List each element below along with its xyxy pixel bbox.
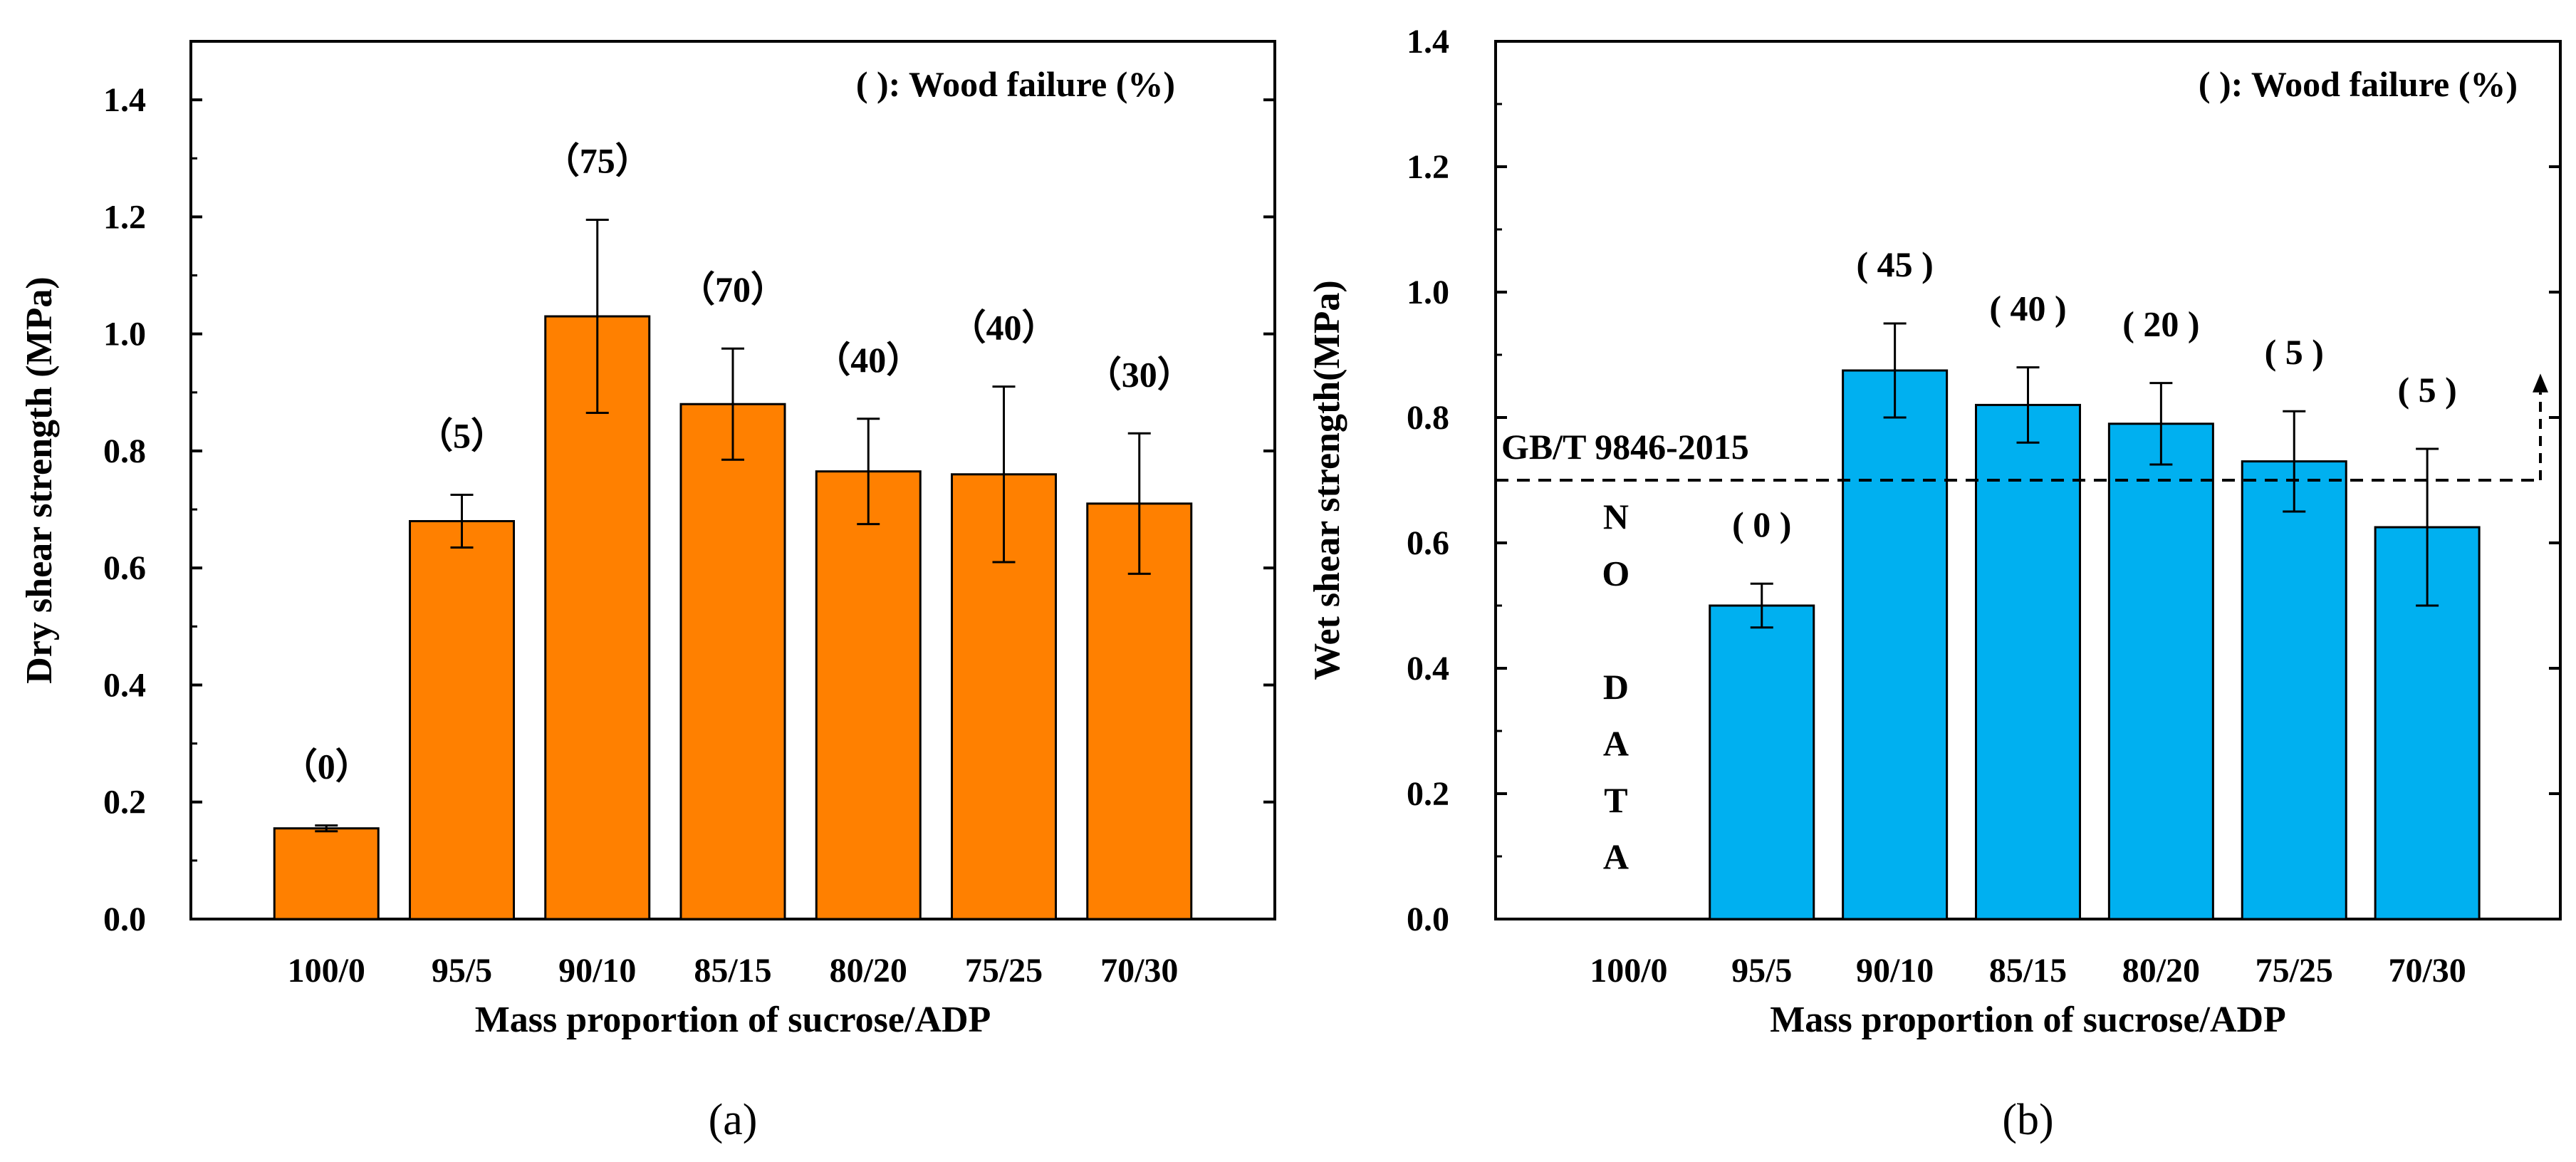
y-tick-label: 1.2: [1407, 148, 1449, 186]
y-tick-label: 0.0: [1407, 901, 1449, 938]
no-data-letter: D: [1603, 667, 1629, 707]
bar: [2374, 526, 2481, 920]
reference-line-label: GB/T 9846-2015: [1501, 427, 1749, 467]
x-tick-label: 70/30: [1100, 952, 1178, 990]
x-tick-label: 95/5: [1731, 952, 1792, 990]
x-tick-label: 80/20: [830, 952, 907, 990]
y-tick-label: 1.0: [103, 316, 146, 353]
wood-failure-label: （70）: [679, 269, 786, 309]
wood-failure-label: ( 20 ): [2122, 304, 2199, 344]
x-tick-label: 90/10: [558, 952, 636, 990]
no-data-letter: A: [1603, 837, 1629, 877]
bar: [1975, 403, 2081, 920]
y-tick-label: 0.0: [103, 901, 146, 938]
bar: [409, 519, 515, 920]
x-tick-label: 80/20: [2122, 952, 2200, 990]
bar: [815, 470, 922, 920]
bar: [2107, 422, 2214, 920]
y-tick-label: 1.4: [103, 81, 146, 119]
wood-failure-label: （40）: [951, 308, 1058, 348]
x-tick-label: 95/5: [432, 952, 492, 990]
x-tick-label: 100/0: [288, 952, 365, 990]
wood-failure-label: （75）: [544, 141, 651, 181]
y-tick-label: 0.4: [103, 666, 146, 704]
no-data-letter: A: [1603, 723, 1629, 763]
bar: [1842, 369, 1949, 920]
x-axis-title: Mass proportion of sucrose/ADP: [475, 1000, 991, 1040]
bar: [1709, 604, 1815, 920]
wood-failure-label: （5）: [417, 416, 506, 456]
wood-failure-note: ( ): Wood failure (%): [856, 64, 1175, 104]
bar: [273, 827, 380, 920]
wood-failure-label: （0）: [282, 747, 371, 787]
y-axis-title: Wet shear strength(MPa): [1307, 280, 1347, 680]
up-arrow-icon: [2533, 373, 2548, 393]
x-tick-label: 90/10: [1856, 952, 1934, 990]
y-tick-label: 0.6: [103, 549, 146, 587]
bar: [679, 403, 786, 920]
y-tick-label: 0.8: [1407, 399, 1449, 437]
wood-failure-note: ( ): Wood failure (%): [2199, 64, 2518, 104]
bar: [544, 315, 651, 920]
y-tick-label: 1.2: [103, 198, 146, 236]
chart-panel-a: 0.0 0.2 0.4 0.6 0.8 1.0 1.2 1.4 100/0 95/5 90/10 85…: [19, 40, 1276, 1144]
wood-failure-label: （40）: [815, 340, 922, 380]
x-tick-label: 70/30: [2388, 952, 2466, 990]
no-data-letter: N: [1603, 497, 1629, 536]
y-tick-label: 1.4: [1407, 23, 1449, 61]
wood-failure-label: ( 45 ): [1856, 244, 1933, 284]
no-data-letter: O: [1602, 554, 1629, 593]
wood-failure-label: ( 5 ): [2265, 332, 2324, 372]
x-tick-label: 85/15: [694, 952, 771, 990]
x-tick-label: 75/25: [2256, 952, 2333, 990]
panel-label: (b): [2002, 1096, 2053, 1144]
wood-failure-label: （30）: [1086, 354, 1193, 394]
bar: [2241, 460, 2347, 920]
y-tick-label: 0.6: [1407, 524, 1449, 562]
panel-label: (a): [709, 1096, 758, 1144]
chart-panel-b: 0.0 0.2 0.4 0.6 0.8 1.0 1.2 1.4 100/0 95/5 90/10 85…: [1307, 23, 2562, 1144]
y-axis-title: Dry shear strength (MPa): [19, 276, 60, 683]
y-tick-label: 1.0: [1407, 274, 1449, 311]
x-tick-label: 85/15: [1989, 952, 2067, 990]
y-tick-label: 0.2: [103, 784, 146, 821]
no-data-letter: T: [1604, 780, 1627, 820]
y-tick-label: 0.8: [103, 432, 146, 470]
x-tick-label: 75/25: [965, 952, 1043, 990]
wood-failure-label: ( 40 ): [1989, 289, 2066, 328]
x-axis-title: Mass proportion of sucrose/ADP: [1770, 1000, 2286, 1040]
wood-failure-label: ( 0 ): [1732, 504, 1791, 544]
y-tick-label: 0.4: [1407, 650, 1449, 688]
wood-failure-label: ( 5 ): [2397, 370, 2456, 410]
x-tick-label: 100/0: [1590, 952, 1667, 990]
y-tick-label: 0.2: [1407, 775, 1449, 813]
